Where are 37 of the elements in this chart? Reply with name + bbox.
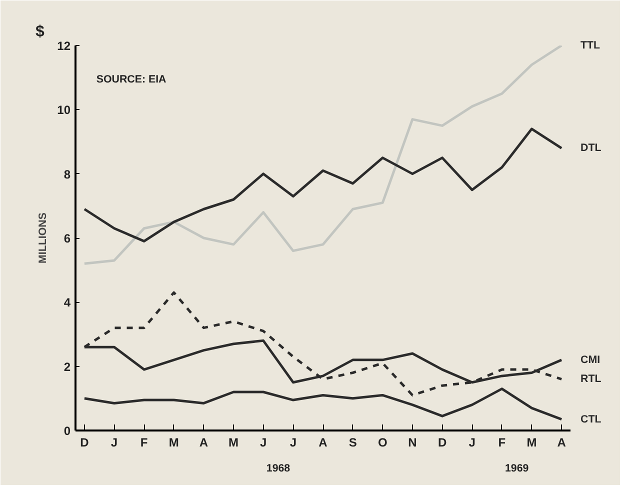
- y-tick-label: 12: [57, 39, 71, 53]
- x-tick-label: M: [168, 436, 179, 450]
- annotation: SOURCE: EIA: [96, 74, 167, 86]
- x-tick-label: J: [468, 436, 476, 450]
- series-label: CMI: [580, 354, 600, 366]
- series-label: RTL: [580, 373, 602, 386]
- text: 1968: [266, 462, 290, 474]
- x-tick-label: D: [80, 436, 90, 450]
- x-tick-label: J: [110, 436, 118, 450]
- x-tick-label: A: [557, 436, 566, 450]
- line-series: [83, 388, 563, 421]
- x-tick-label: O: [378, 436, 388, 450]
- line-series: [83, 128, 563, 242]
- x-tick-label: F: [498, 436, 506, 450]
- y-tick-label: 2: [64, 360, 71, 374]
- y-tick-label: 10: [57, 103, 71, 118]
- line-series: [83, 46, 563, 265]
- x-tick-label: J: [260, 436, 267, 450]
- x-tick-label: D: [438, 436, 447, 450]
- series-label: DTL: [580, 142, 602, 154]
- x-tick-label: M: [228, 436, 239, 450]
- y-tick-label: 6: [64, 232, 71, 246]
- y-tick-label: 0: [64, 424, 71, 438]
- x-tick-label: S: [348, 436, 357, 450]
- text: $: [36, 24, 44, 40]
- x-tick-label: A: [318, 436, 328, 450]
- x-tick-label: M: [526, 436, 537, 450]
- x-tick-label: F: [140, 436, 148, 450]
- y-tick-label: 4: [64, 296, 71, 310]
- x-tick-label: N: [408, 436, 417, 450]
- x-tick-label: A: [199, 436, 208, 450]
- y-tick-label: 8: [64, 167, 71, 182]
- y-axis-title: MILLIONS: [37, 212, 50, 264]
- series-label: CTL: [580, 413, 602, 426]
- series-label: TTL: [580, 40, 601, 52]
- text: 1969: [504, 462, 529, 474]
- x-tick-label: J: [290, 436, 297, 450]
